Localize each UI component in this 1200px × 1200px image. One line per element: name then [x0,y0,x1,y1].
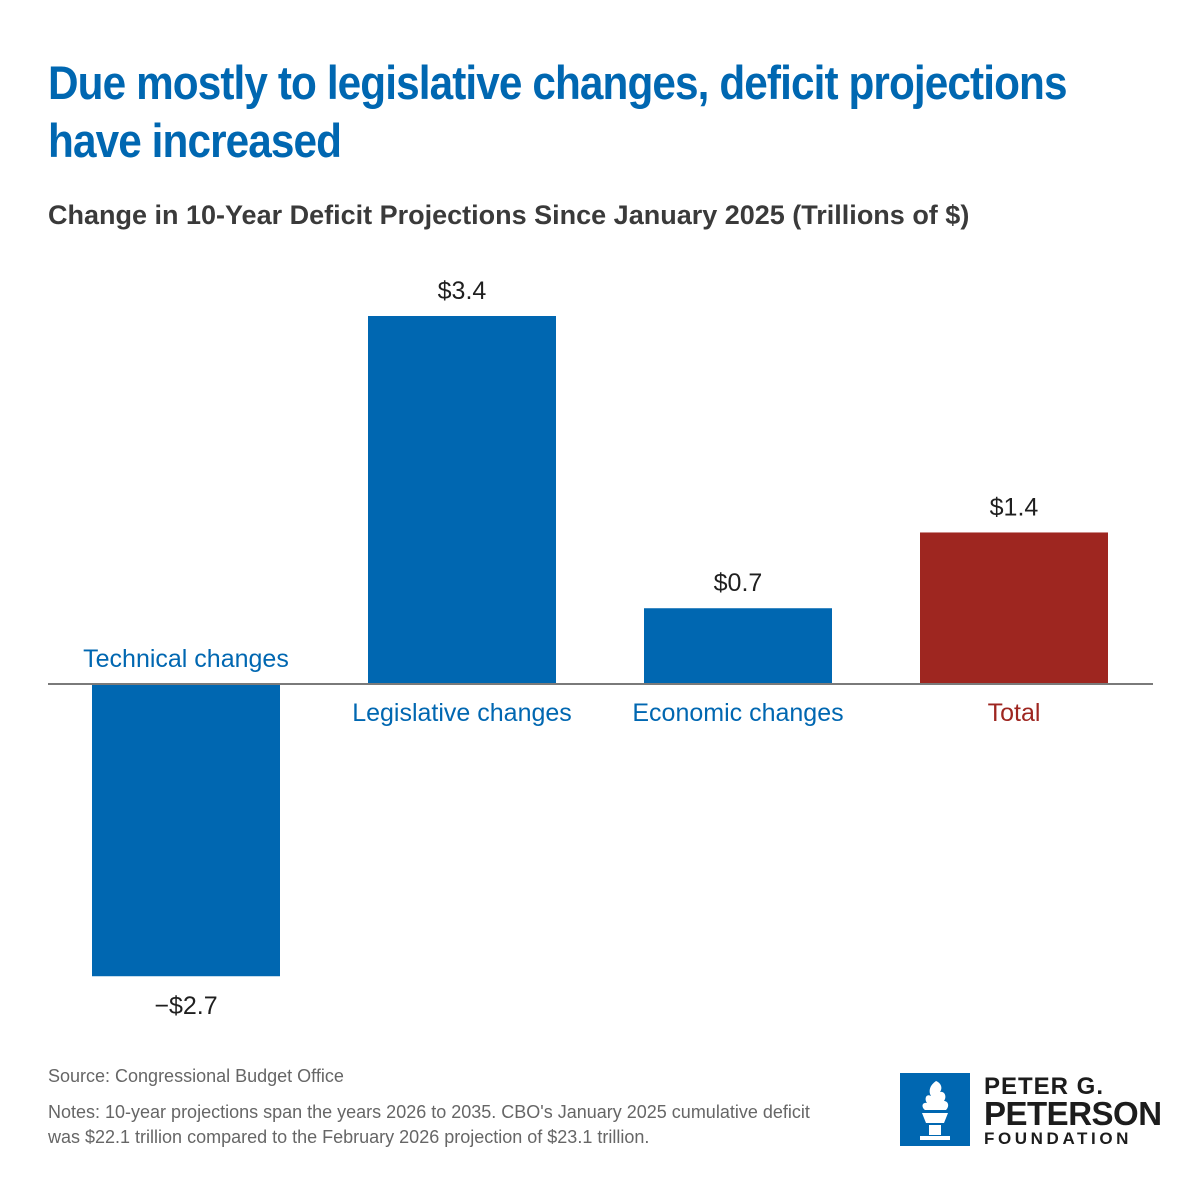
value-label-3: $1.4 [990,493,1039,521]
peterson-foundation-logo: PETER G. PETERSON FOUNDATION [900,1073,1162,1148]
footnote: Notes: 10-year projections span the year… [48,1102,810,1147]
bar-1 [368,316,556,684]
source-note: Source: Congressional Budget Office [48,1066,344,1086]
bar-chart: −$2.7 Technical changes $3.4 Legislative ch… [48,277,1153,1020]
chart-subtitle: Change in 10-Year Deficit Projections Si… [48,200,970,230]
bar-3 [920,532,1108,684]
category-label-3: Total [988,699,1041,727]
value-label-1: $3.4 [438,277,487,305]
torch-icon [900,1073,970,1146]
category-label-2: Economic changes [632,699,843,727]
chart-title: Due mostly to legislative changes, defic… [48,56,1067,167]
category-label-1: Legislative changes [352,699,572,727]
bar-2 [644,608,832,684]
value-label-2: $0.7 [714,569,763,597]
category-label-0: Technical changes [83,645,289,673]
logo-text-line1: PETER G. [984,1073,1105,1100]
bar-0 [92,684,280,977]
logo-text-line3: FOUNDATION [984,1129,1133,1148]
logo-text-line2: PETERSON [984,1095,1162,1132]
value-label-0: −$2.7 [154,992,217,1020]
